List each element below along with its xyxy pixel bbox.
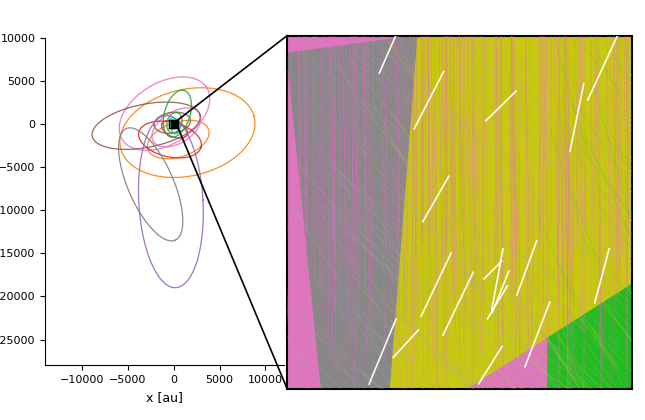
Polygon shape bbox=[391, 36, 632, 388]
Polygon shape bbox=[287, 36, 466, 388]
X-axis label: x [au]: x [au] bbox=[146, 391, 183, 404]
